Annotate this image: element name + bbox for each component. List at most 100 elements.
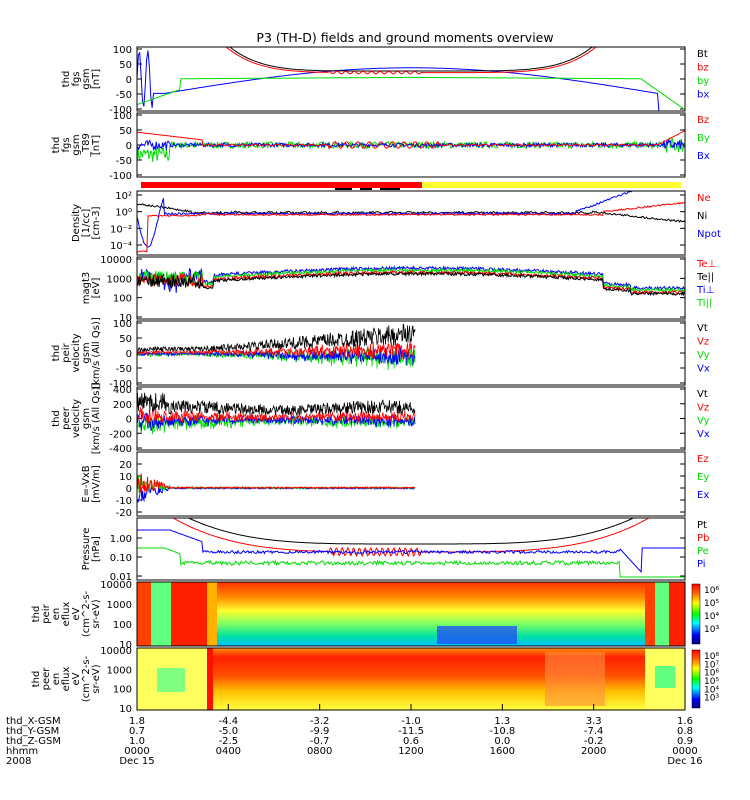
y-tick-label: 100: [113, 319, 132, 330]
y-axis-label-line: E=-VxB: [81, 465, 92, 502]
spectrogram-block: [137, 582, 151, 646]
y-axis-label-line: Density: [71, 204, 82, 242]
x-tick-label: 1.0: [129, 736, 145, 747]
colorbar-label: 10⁷: [704, 660, 719, 670]
panel-fgs_detrend: 100 50 0 -50 -100 thd fgs gsm _T89 [nT] Bz By Bx: [51, 111, 710, 182]
x-tick-label: 0.8: [677, 726, 693, 737]
y-axis-label-line: eflux: [61, 602, 72, 627]
legend-entry-by: by: [697, 76, 709, 87]
legend-entry-vz: Vz: [697, 337, 709, 348]
panel-frame: [136, 46, 686, 112]
x-axis-row-label: thd_Z-GSM: [6, 736, 61, 747]
colorbar-label: 10⁸: [704, 652, 719, 662]
series-pe: [137, 547, 685, 578]
panel-density: 10² 10⁰ 10⁻² 10⁻⁴ Density [1/cc] [cm-3] Ne Ni Npo…: [71, 190, 721, 256]
y-tick-label: -100: [109, 105, 132, 116]
legend-entry-te: Te⊥: [696, 259, 716, 270]
y-axis-label-line: gsm: [81, 68, 92, 89]
y-tick-label: 10⁰: [115, 208, 132, 219]
x-tick-label: -11.5: [398, 726, 424, 737]
y-axis-label-line: [nT]: [91, 135, 102, 155]
x-tick-label: -0.2: [584, 736, 604, 747]
spectrogram-block: [171, 582, 207, 646]
legend: Te⊥ Te|| Ti⊥ Ti||: [696, 259, 716, 309]
legend-entry-pb: Pb: [697, 533, 709, 544]
y-tick-label: 10²: [115, 191, 132, 202]
colorbar-label: 10⁴: [704, 685, 719, 695]
series-vx: [136, 412, 416, 431]
y-axis-label: thd fgs gsm [nT]: [61, 68, 102, 89]
y-tick-label: 10000: [100, 646, 132, 657]
panel-frame: [136, 190, 686, 256]
y-tick-label: 0: [126, 141, 132, 152]
legend-entry-bz: bz: [697, 63, 709, 74]
spectrogram-block: [157, 668, 185, 692]
y-tick-label: 0: [126, 484, 132, 495]
y-axis-label: thd fgs gsm _T89 [nT]: [51, 133, 102, 158]
series-vt: [136, 323, 416, 353]
legend-entry-vx: Vx: [697, 429, 710, 440]
y-axis-label-line: thd: [31, 606, 42, 623]
x-tick-label: 1.3: [494, 716, 510, 727]
colorbar-label: 10⁶: [704, 669, 719, 679]
spectrogram-block: [545, 652, 605, 706]
legend: Pt Pb Pe Pi: [697, 520, 709, 570]
y-tick-label: 100: [113, 45, 132, 56]
y-axis-label-line: peer: [61, 406, 72, 430]
panel-frame: [136, 581, 686, 647]
y-tick-label: 10⁻²: [110, 224, 132, 235]
y-tick-label: -50: [116, 364, 132, 375]
x-tick-label: 0400: [216, 746, 241, 757]
y-axis-label-line: magt3: [81, 272, 92, 305]
y-tick-label: -200: [109, 429, 132, 440]
x-tick-label: 1200: [398, 746, 423, 757]
spectrogram-block: [151, 582, 171, 646]
y-tick-label: 10: [119, 472, 132, 483]
series-pb: [137, 517, 685, 558]
y-tick-label: 1.00: [110, 534, 132, 545]
y-tick-label: 1000: [107, 665, 132, 676]
x-tick-label: -3.2: [310, 716, 330, 727]
series-vt: [136, 392, 416, 416]
y-axis-label: Pressure [nPa]: [81, 528, 102, 571]
y-axis-label-line: eV: [71, 672, 82, 685]
y-tick-label: 0.10: [110, 553, 132, 564]
y-axis-label-line: [1/cc]: [81, 209, 92, 238]
y-axis-label-line: peer: [41, 667, 52, 691]
y-axis-label-line: [nPa]: [91, 536, 102, 562]
x-tick-label: 0.9: [677, 736, 693, 747]
x-tick-label: -1.0: [401, 716, 421, 727]
y-tick-label: 0: [126, 349, 132, 360]
y-axis-label-line: sr-eV): [91, 664, 102, 693]
x-axis-row-label: thd_Y-GSM: [6, 726, 59, 737]
legend-entry-bx: Bx: [697, 151, 710, 162]
y-tick-label: 0.01: [110, 572, 132, 583]
panel-frame: [136, 451, 686, 517]
y-axis-label-line: eflux: [61, 667, 72, 692]
y-axis-label-line: [km/s (All Qs)]: [91, 383, 102, 455]
x-tick-label: 0.7: [129, 726, 145, 737]
y-axis-label-line: Pressure: [81, 528, 92, 571]
y-tick-label: -50: [116, 90, 132, 101]
colorbar-label: 10⁵: [704, 677, 719, 687]
y-axis-label-line: en: [51, 673, 62, 686]
y-tick-label: 20: [119, 460, 132, 471]
legend-entry-vt: Vt: [697, 389, 708, 400]
panel-pressure: 1.00 0.10 0.01 Pressure [nPa] Pt Pb Pe Pi: [81, 517, 709, 583]
panel-background: [137, 452, 685, 516]
colorbar-label: 10⁵: [704, 599, 719, 609]
y-axis-label-line: en: [51, 608, 62, 621]
colorbar-scale: [691, 583, 701, 645]
y-tick-label: 10⁻⁴: [110, 241, 132, 252]
y-tick-label: 100: [113, 685, 132, 696]
legend-entry-pi: Pi: [697, 559, 706, 570]
x-tick-label: 2000: [581, 746, 606, 757]
x-axis-row-label: hhmm: [6, 746, 38, 757]
y-axis-label-line: peir: [61, 342, 72, 362]
x-tick-label: 1.8: [129, 716, 145, 727]
panel-electron_velocity: 400 200 0 -200 -400 thd peer velocity gsm [km/s (…: [51, 383, 710, 455]
y-axis-label-line: thd: [51, 345, 62, 362]
